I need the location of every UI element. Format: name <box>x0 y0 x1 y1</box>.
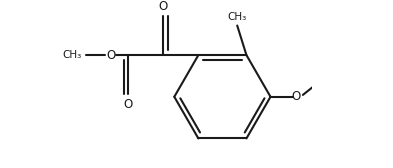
Text: O: O <box>159 0 168 13</box>
Text: CH₃: CH₃ <box>62 50 82 60</box>
Text: O: O <box>123 98 133 111</box>
Text: O: O <box>292 90 301 103</box>
Text: O: O <box>107 49 116 62</box>
Text: CH₃: CH₃ <box>228 12 247 22</box>
